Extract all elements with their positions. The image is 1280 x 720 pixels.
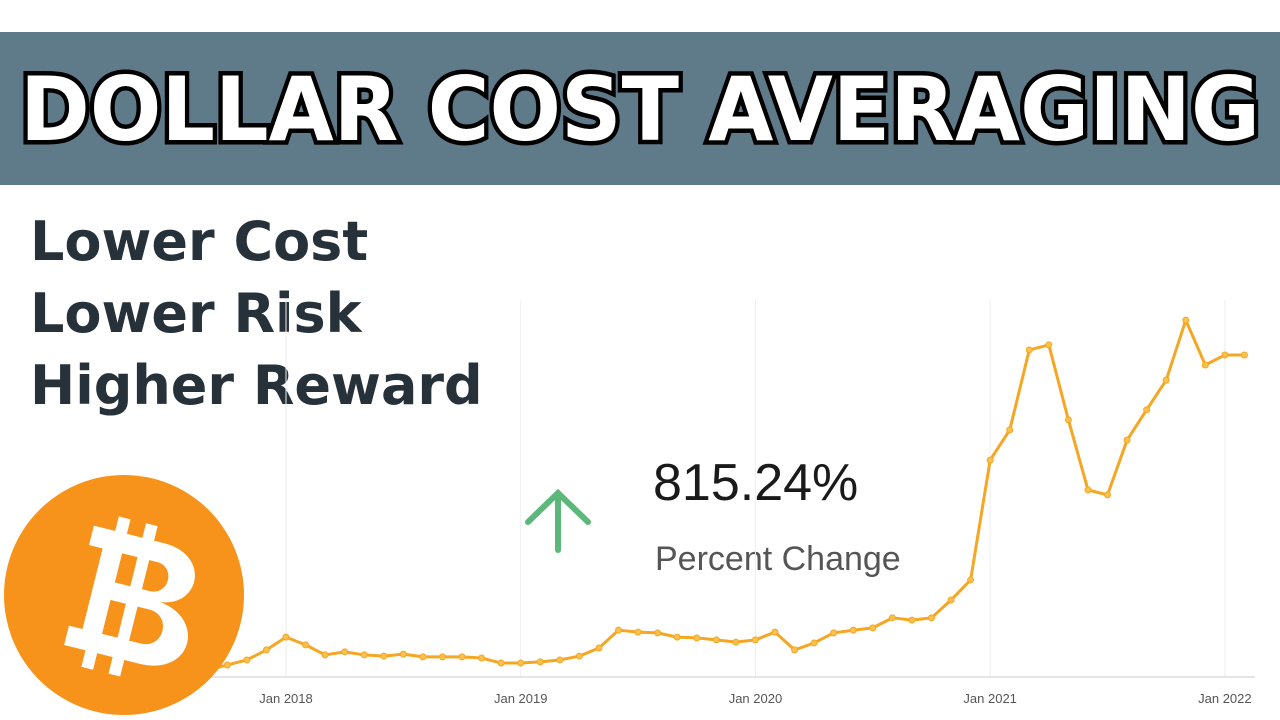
bitcoin-logo [4,475,244,715]
point [967,576,975,584]
point [712,636,720,644]
point [830,629,838,637]
point [810,639,818,647]
point [223,661,231,669]
point [1006,426,1014,434]
point [419,653,427,661]
point [888,614,896,622]
point [1162,376,1170,384]
point [1123,436,1131,444]
point [1084,486,1092,494]
point [438,653,446,661]
point [693,634,701,642]
point [634,628,642,636]
point [615,626,623,634]
point [575,652,583,660]
point [1064,416,1072,424]
point [380,652,388,660]
benefit: Lower Cost [30,210,368,273]
point [497,659,505,667]
arrow-up [525,488,591,553]
point [243,656,251,664]
point [908,616,916,624]
point [986,456,994,464]
point [536,658,544,666]
point [1221,351,1229,359]
x-tick-label: Jan 2019 [494,691,548,706]
banner-title: DOLLAR COST AVERAGING [20,58,1260,161]
point [1240,351,1248,359]
point [478,654,486,662]
point [360,651,368,659]
point [341,648,349,656]
point [654,629,662,637]
point [556,656,564,664]
percent-label: Percent Change [655,540,901,578]
banner [0,32,1280,185]
point [282,633,290,641]
point [302,641,310,649]
point [1025,346,1033,354]
point [458,653,466,661]
point [1182,316,1190,324]
point [1045,341,1053,349]
point [849,626,857,634]
x-tick-label: Jan 2022 [1198,691,1252,706]
point [947,596,955,604]
benefit: Lower Risk [30,282,363,345]
point [751,636,759,644]
point [673,633,681,641]
point [1104,491,1112,499]
point [791,646,799,654]
x-tick-label: Jan 2021 [963,691,1017,706]
point [927,614,935,622]
point [869,624,877,632]
benefit: Higher Reward [30,354,483,417]
point [1143,406,1151,414]
x-tick-label: Jan 2018 [259,691,313,706]
point [517,659,525,667]
x-tick-label: Jan 2020 [729,691,783,706]
point [321,651,329,659]
plot: Jan 2018 Jan 2019 Jan 2020 Jan 2021 Jan 2022 [204,300,1255,706]
point [732,638,740,646]
point [771,628,779,636]
point [262,646,270,654]
point [399,650,407,658]
point [1201,361,1209,369]
point [595,644,603,652]
